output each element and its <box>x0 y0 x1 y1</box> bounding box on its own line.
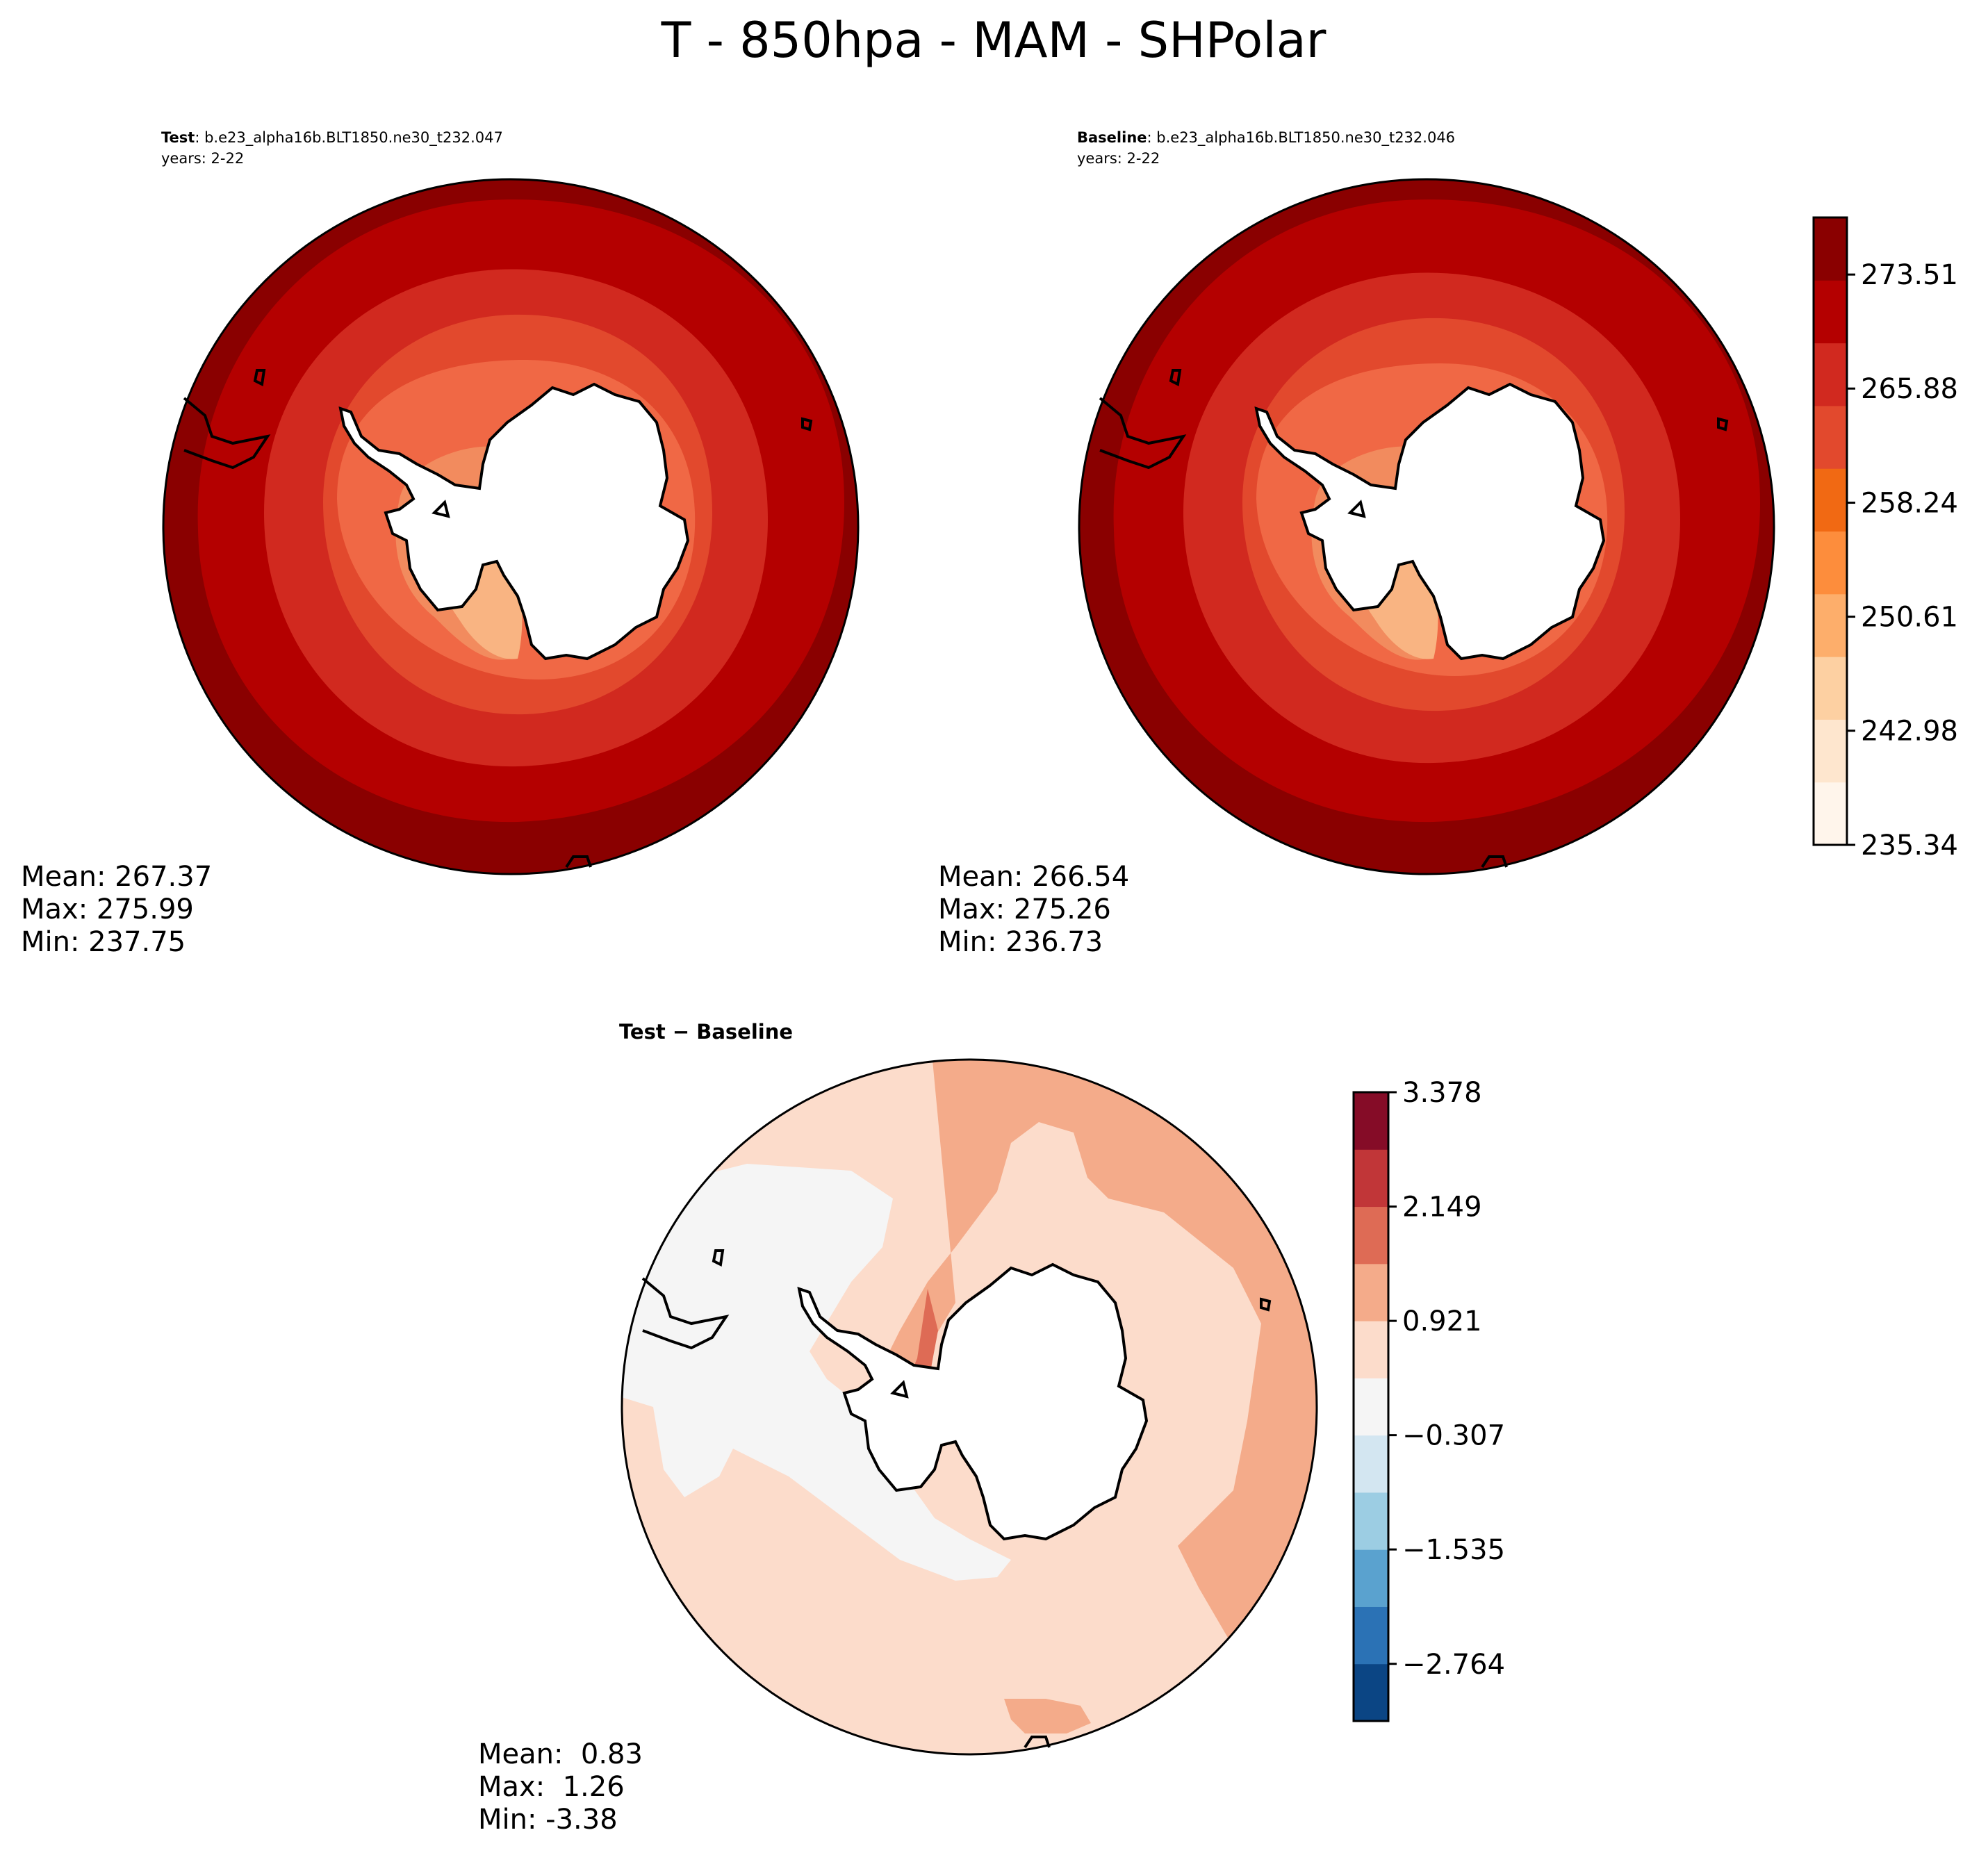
baseline-label-bold: Baseline <box>1077 129 1147 146</box>
cbar-diff-swatch-0 <box>1354 1663 1388 1722</box>
cbar-abs-swatch-9 <box>1814 217 1847 281</box>
test-min: Min: 237.75 <box>21 926 186 958</box>
cbar-abs-swatch-2 <box>1814 657 1847 720</box>
cbar-abs-swatch-7 <box>1814 343 1847 406</box>
colorbar-absolute: 235.34 242.98 250.61 258.24 265.88 273.51 <box>1812 216 1958 862</box>
cbar-diff-swatch-9 <box>1354 1149 1388 1208</box>
diff-warm-patch-south <box>1004 1699 1091 1733</box>
cbar-abs-frame <box>1812 216 1848 846</box>
difference-map-boundary <box>621 1058 1318 1756</box>
test-panel: Test: b.e23_alpha16b.BLT1850.ne30_t232.0… <box>21 129 860 958</box>
cbar-diff-tick-label-2: −0.307 <box>1402 1420 1505 1452</box>
difference-min: Min: -3.38 <box>478 1804 618 1836</box>
cbar-diff-swatch-8 <box>1354 1206 1388 1265</box>
cbar-diff-swatch-4 <box>1354 1435 1388 1493</box>
cbar-diff-tick-label-3: 0.921 <box>1402 1306 1482 1337</box>
cbar-diff-swatch-6 <box>1354 1321 1388 1378</box>
cbar-diff-swatch-2 <box>1354 1549 1388 1607</box>
test-label-bold: Test <box>161 129 195 146</box>
figure-title: T - 850hpa - MAM - SHPolar <box>661 12 1326 69</box>
difference-label: Test − Baseline <box>619 1020 793 1044</box>
test-max: Max: 275.99 <box>21 893 194 925</box>
cbar-abs-tick-label-0: 235.34 <box>1861 830 1958 862</box>
cbar-abs-tick-label-4: 265.88 <box>1861 373 1958 405</box>
cbar-diff-swatch-1 <box>1354 1606 1388 1665</box>
test-label: Test: b.e23_alpha16b.BLT1850.ne30_t232.0… <box>161 129 503 147</box>
difference-map <box>621 1058 1318 1756</box>
cbar-abs-tick-label-5: 273.51 <box>1861 259 1958 291</box>
cbar-abs-swatch-5 <box>1814 468 1847 532</box>
cbar-diff-swatch-10 <box>1354 1092 1388 1150</box>
cbar-abs-swatch-0 <box>1814 782 1847 846</box>
difference-panel: Test − Baseline Mean: 0.83 Max: 1.2 <box>478 1020 1318 1836</box>
cbar-abs-tick-label-1: 242.98 <box>1861 716 1958 748</box>
cbar-diff-frame <box>1352 1091 1390 1722</box>
cbar-abs-tick-label-2: 250.61 <box>1861 602 1958 634</box>
cbar-abs-swatch-4 <box>1814 531 1847 595</box>
cbar-diff-swatch-7 <box>1354 1263 1388 1321</box>
cbar-abs-swatch-8 <box>1814 280 1847 344</box>
difference-mean: Mean: 0.83 <box>478 1738 643 1770</box>
difference-coastlines-extra <box>641 1249 1272 1749</box>
diff-warm-band-east <box>869 1060 1317 1671</box>
cbar-diff-swatch-3 <box>1354 1492 1388 1550</box>
cbar-diff-tick-label-1: −1.535 <box>1402 1534 1505 1566</box>
cbar-abs-swatch-6 <box>1814 405 1847 469</box>
baseline-map-boundary <box>1078 178 1775 875</box>
cbar-diff-tick-label-5: 3.378 <box>1402 1077 1482 1109</box>
cbar-diff-tick-label-0: −2.764 <box>1402 1649 1505 1681</box>
baseline-years: years: 2-22 <box>1077 150 1160 167</box>
colorbar-difference: −2.764 −1.535 −0.307 0.921 2.149 3.378 <box>1352 1077 1505 1722</box>
baseline-label: Baseline: b.e23_alpha16b.BLT1850.ne30_t2… <box>1077 129 1455 147</box>
baseline-min: Min: 236.73 <box>938 926 1103 958</box>
baseline-mean: Mean: 266.54 <box>938 861 1129 893</box>
baseline-coastlines-extra <box>1099 369 1729 868</box>
cbar-abs-tick-label-3: 258.24 <box>1861 488 1958 520</box>
baseline-label-case: : b.e23_alpha16b.BLT1850.ne30_t232.046 <box>1147 129 1456 147</box>
difference-max: Max: 1.26 <box>478 1771 625 1803</box>
test-map <box>162 178 860 875</box>
baseline-max: Max: 275.26 <box>938 893 1111 925</box>
test-coastlines-extra <box>183 369 813 868</box>
cbar-abs-swatch-1 <box>1814 719 1847 783</box>
test-label-case: : b.e23_alpha16b.BLT1850.ne30_t232.047 <box>195 129 503 147</box>
test-years: years: 2-22 <box>161 150 244 167</box>
diff-cool-band-west <box>622 1164 1011 1581</box>
baseline-map <box>1078 178 1775 875</box>
cbar-diff-tick-label-4: 2.149 <box>1402 1192 1482 1224</box>
baseline-panel: Baseline: b.e23_alpha16b.BLT1850.ne30_t2… <box>938 129 1775 958</box>
cbar-abs-swatch-3 <box>1814 593 1847 657</box>
cbar-diff-swatch-5 <box>1354 1378 1388 1436</box>
test-map-boundary <box>162 178 860 875</box>
test-mean: Mean: 267.37 <box>21 861 212 893</box>
